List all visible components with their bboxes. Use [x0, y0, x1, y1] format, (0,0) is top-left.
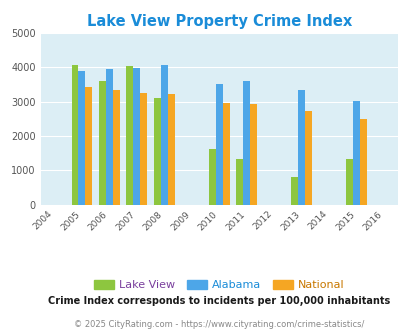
Bar	[167, 94, 174, 205]
Bar	[236, 159, 243, 205]
Bar	[243, 81, 249, 205]
Bar	[345, 159, 352, 205]
Bar	[99, 81, 106, 205]
Bar	[209, 149, 215, 205]
Bar	[126, 66, 133, 205]
Bar	[106, 69, 113, 205]
Bar	[359, 119, 366, 205]
Title: Lake View Property Crime Index: Lake View Property Crime Index	[86, 14, 351, 29]
Bar	[113, 90, 119, 205]
Bar	[133, 68, 140, 205]
Bar	[140, 93, 147, 205]
Bar	[352, 101, 359, 205]
Bar	[291, 177, 298, 205]
Bar	[153, 98, 160, 205]
Legend: Lake View, Alabama, National: Lake View, Alabama, National	[89, 275, 348, 295]
Text: © 2025 CityRating.com - https://www.cityrating.com/crime-statistics/: © 2025 CityRating.com - https://www.city…	[74, 320, 364, 329]
Bar	[160, 65, 167, 205]
Bar	[71, 65, 78, 205]
Bar	[249, 104, 256, 205]
Bar	[222, 103, 229, 205]
Bar	[215, 84, 222, 205]
Text: Crime Index corresponds to incidents per 100,000 inhabitants: Crime Index corresponds to incidents per…	[48, 296, 389, 306]
Bar	[85, 87, 92, 205]
Bar	[305, 111, 311, 205]
Bar	[78, 71, 85, 205]
Bar	[298, 90, 305, 205]
